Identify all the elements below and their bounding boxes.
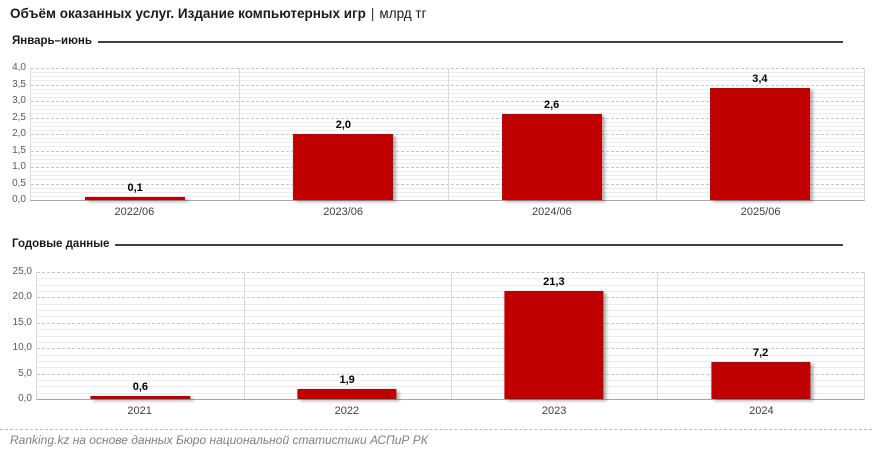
- x-axis: 2021 2022 2023 2024: [36, 400, 865, 417]
- page-title-main: Объём оказанных услуг. Издание компьютер…: [10, 6, 366, 21]
- y-tick-label: 0,0: [18, 393, 32, 404]
- title-separator: |: [370, 6, 375, 21]
- y-tick-label: 0,5: [12, 177, 26, 189]
- bar: [293, 134, 394, 200]
- y-tick-label: 2,0: [12, 128, 26, 139]
- bar-cell: 7,2: [657, 272, 864, 399]
- bar-value-label: 7,2: [752, 347, 769, 359]
- category-separator: [655, 68, 657, 200]
- y-tick-label: 1,5: [12, 144, 26, 156]
- source-credit: Ranking.kz на основе данных Бюро национа…: [10, 433, 428, 447]
- bar-cell: 3,4: [656, 68, 864, 200]
- bar: [297, 389, 397, 399]
- bar-cell: 0,6: [37, 272, 244, 399]
- y-tick-label: 2,5: [12, 111, 26, 123]
- bar-cell: 2,6: [448, 68, 656, 200]
- y-axis: 0,0 5,0 10,0 15,0 20,0 25,0: [0, 266, 32, 404]
- x-tick-label: 2024: [749, 405, 774, 417]
- y-tick-label: 25,0: [12, 266, 32, 277]
- x-axis: 2022/06 2023/06 2024/06 2025/06: [30, 201, 865, 218]
- section-rule: [115, 243, 843, 246]
- section-semiannual-heading: Январь–июнь: [12, 35, 843, 47]
- bar-value-label: 1,9: [339, 374, 355, 386]
- bar: [709, 88, 810, 200]
- x-tick-label: 2025/06: [740, 206, 781, 218]
- bar: [90, 396, 190, 399]
- bar-value-label: 0,1: [127, 182, 143, 194]
- x-tick-label: 2021: [127, 405, 152, 417]
- category-separator: [447, 68, 449, 200]
- bar-value-label: 3,4: [752, 73, 768, 85]
- x-tick-label: 2023: [541, 405, 567, 417]
- semiannual-bar-chart: 0,0 0,5 1,0 1,5 2,0 2,5 3,0 3,5 4,0 0,1 2,0 2,6 3,4…: [0, 60, 872, 218]
- y-axis: 0,0 0,5 1,0 1,5 2,0 2,5 3,0 3,5 4,0: [0, 62, 26, 205]
- section-label: Годовые данные: [12, 238, 110, 250]
- x-tick-label: 2022/06: [114, 206, 155, 218]
- bar: [501, 114, 602, 200]
- bar: [504, 291, 604, 399]
- y-tick-label: 3,0: [12, 95, 26, 106]
- y-tick-label: 20,0: [12, 291, 32, 303]
- bar-value-label: 2,6: [543, 99, 560, 111]
- bar: [711, 362, 811, 399]
- section-label: Январь–июнь: [12, 35, 92, 47]
- category-separator: [243, 272, 245, 399]
- y-tick-label: 10,0: [12, 342, 32, 354]
- y-tick-label: 3,5: [12, 78, 26, 90]
- y-tick-label: 15,0: [12, 316, 32, 328]
- x-tick-label: 2024/06: [531, 206, 572, 218]
- footer-divider: [0, 429, 872, 430]
- section-annual-heading: Годовые данные: [12, 238, 843, 250]
- bar-value-label: 0,6: [132, 381, 149, 393]
- plot-area: 0,1 2,0 2,6 3,4: [30, 68, 865, 201]
- annual-bar-chart: 0,0 5,0 10,0 15,0 20,0 25,0 0,6 1,9 21,3 7,2 202…: [0, 264, 872, 417]
- bar-cell: 1,9: [244, 272, 451, 399]
- section-rule: [97, 40, 843, 43]
- bar-cell: 0,1: [31, 68, 239, 200]
- x-tick-label: 2022: [334, 405, 360, 417]
- bar: [85, 197, 186, 200]
- plot-area: 0,6 1,9 21,3 7,2: [36, 272, 865, 400]
- category-separator: [239, 68, 241, 200]
- bar-value-label: 21,3: [543, 276, 565, 288]
- title-unit: млрд тг: [379, 6, 427, 21]
- y-tick-label: 1,0: [12, 161, 26, 172]
- bar-value-label: 2,0: [335, 119, 352, 131]
- y-tick-label: 0,0: [12, 194, 26, 205]
- y-tick-label: 4,0: [12, 62, 26, 73]
- category-separator: [657, 272, 659, 399]
- page-title: Объём оказанных услуг. Издание компьютер…: [10, 6, 427, 21]
- x-tick-label: 2023/06: [323, 206, 363, 218]
- y-tick-label: 5,0: [18, 367, 32, 379]
- bar-cell: 21,3: [451, 272, 658, 399]
- category-separator: [450, 272, 452, 399]
- bar-cell: 2,0: [239, 68, 447, 200]
